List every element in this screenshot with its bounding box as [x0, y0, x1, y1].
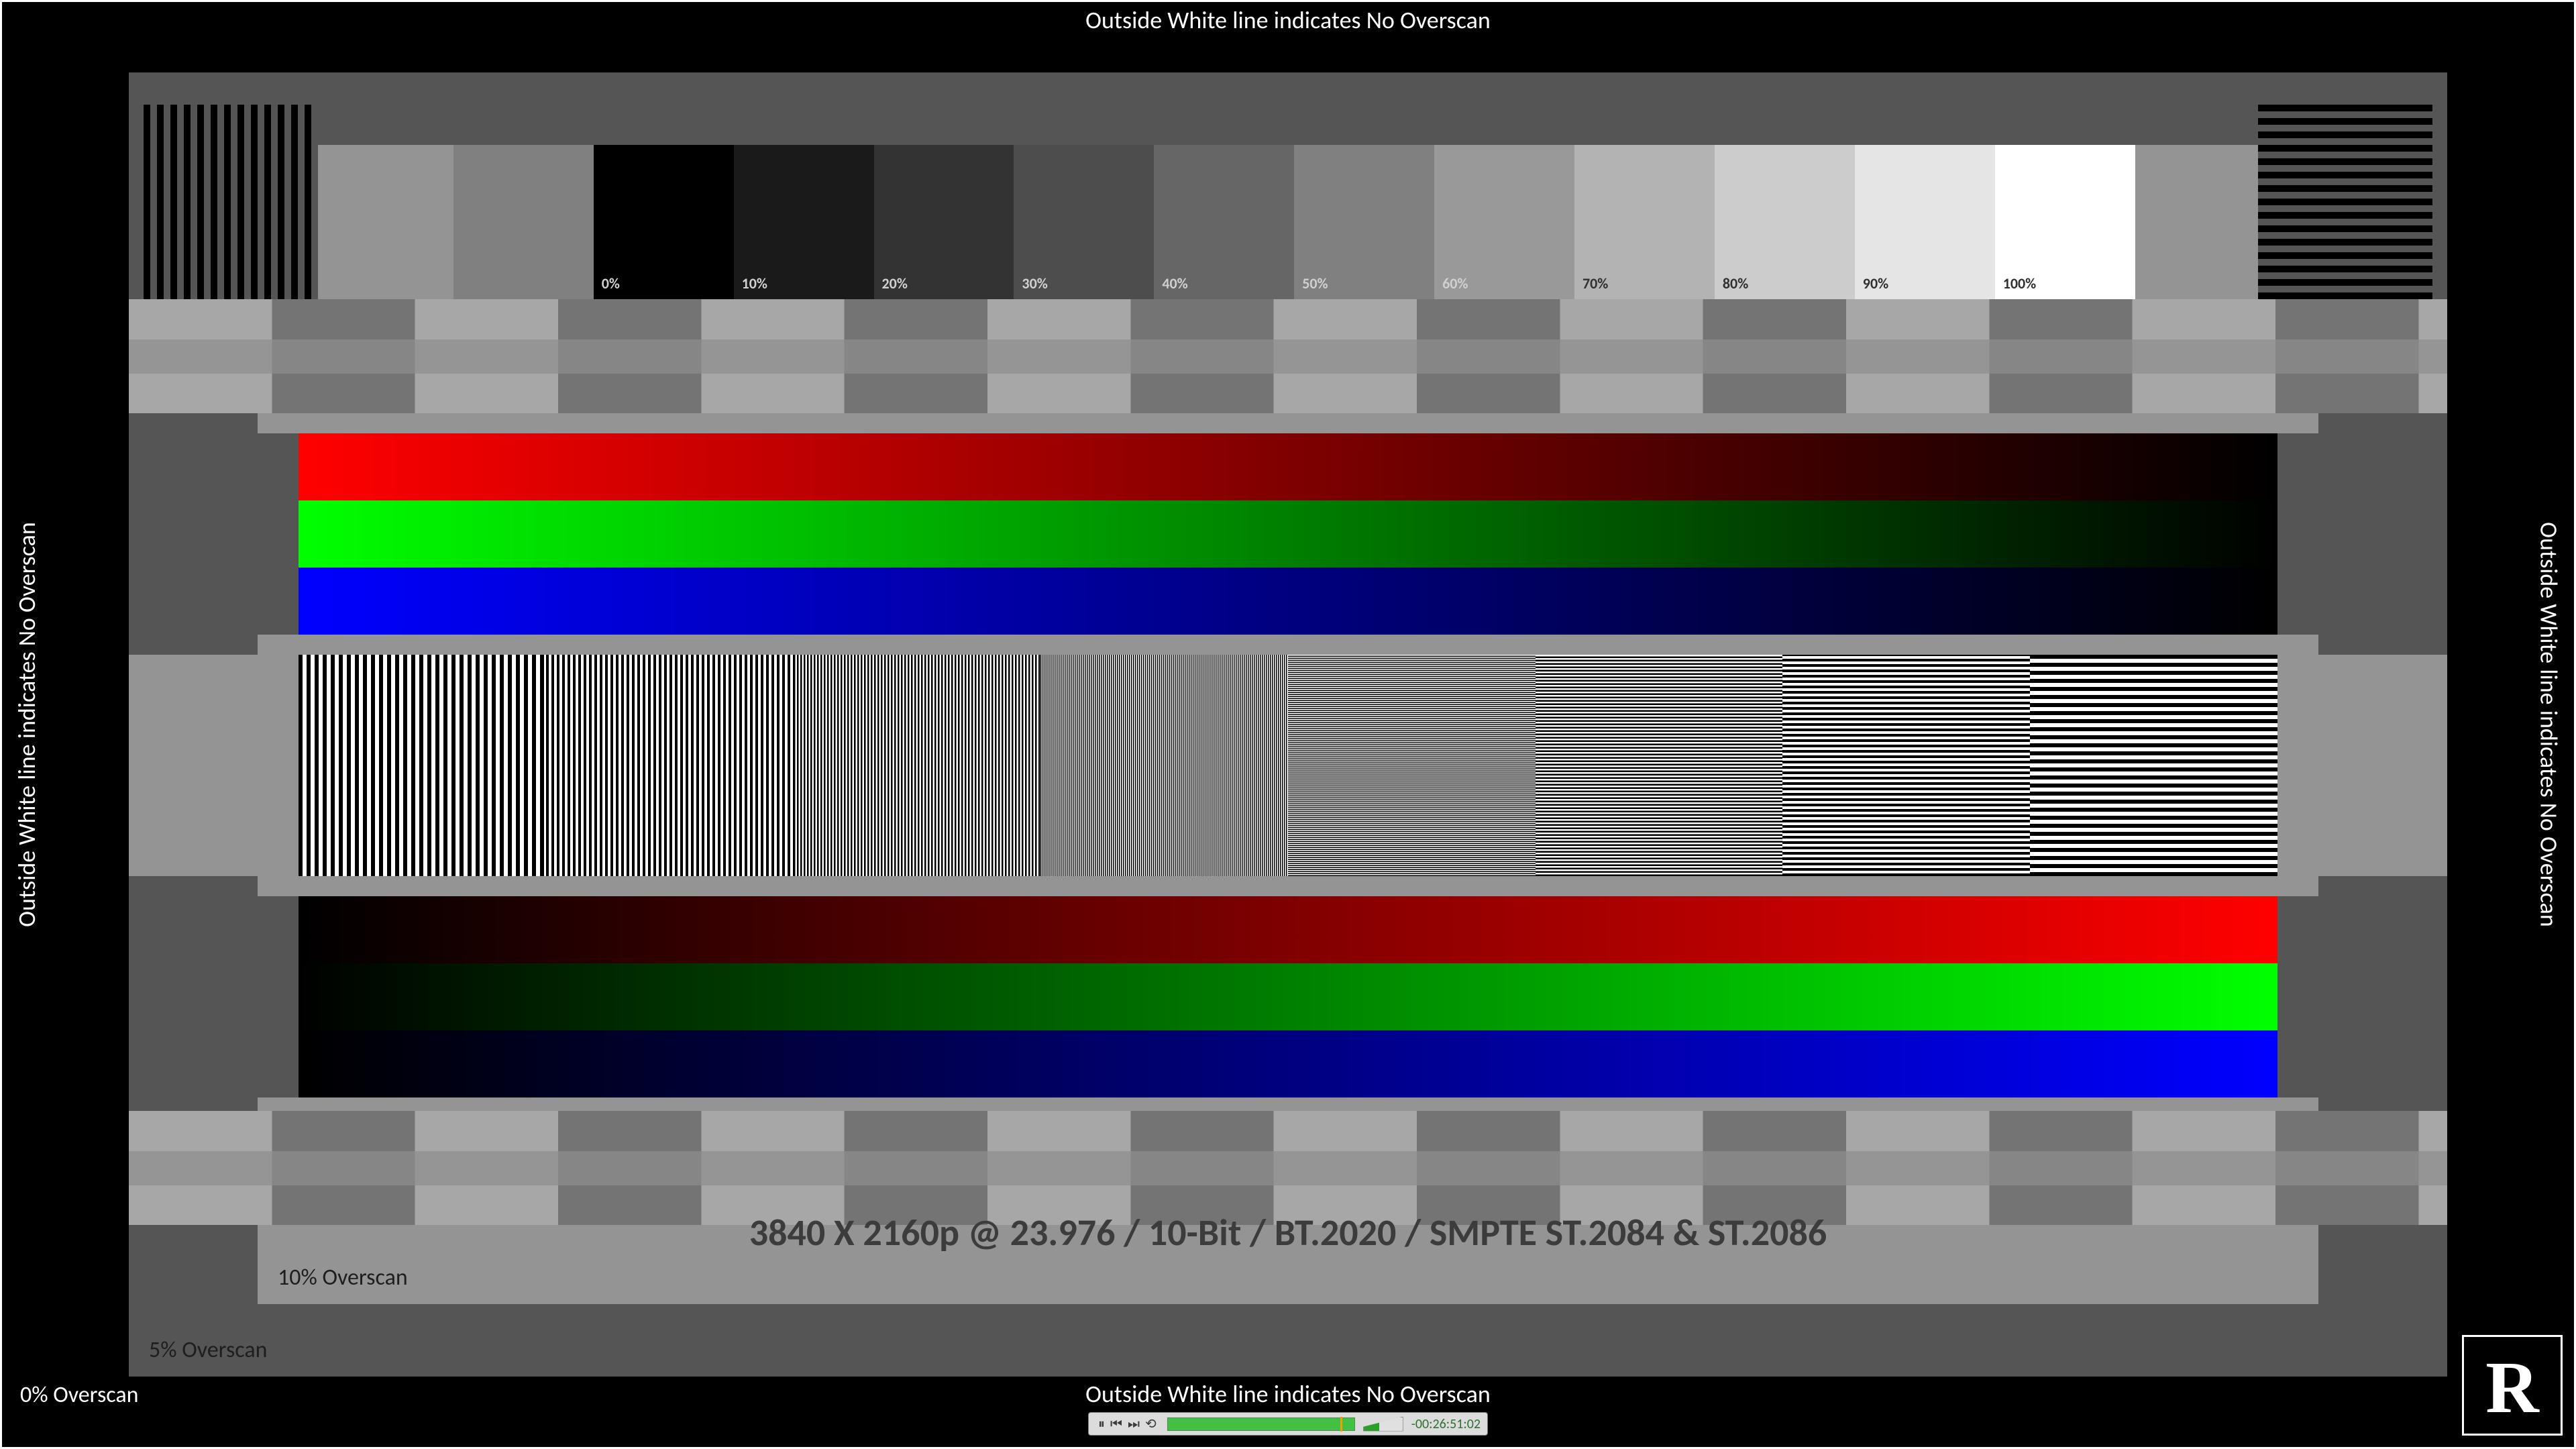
rgb-grad-top-0	[299, 433, 2277, 500]
grayscale-step-label: 80%	[1723, 274, 1748, 292]
res-panel-2	[794, 655, 1041, 876]
rgb-grad-bot-1	[299, 963, 2277, 1030]
brand-logo-r: R	[2462, 1335, 2563, 1436]
player-volume-icon[interactable]	[1363, 1417, 1403, 1432]
grayscale-step-label: 0%	[602, 274, 620, 292]
checker-row-top-mid	[129, 339, 2447, 374]
player-transport-buttons[interactable]: ⏸⏮⏭⟲	[1095, 1415, 1159, 1432]
outside-text-bottom: Outside White line indicates No Overscan	[1085, 1379, 1491, 1409]
rgb-grad-bot-2	[299, 1030, 2277, 1097]
rgb-grad-top-1	[299, 500, 2277, 568]
grayscale-step-6: 60%	[1434, 145, 1574, 299]
outside-text-right: Outside White line indicates No Overscan	[2534, 522, 2564, 927]
grayscale-step-label: 10%	[742, 274, 767, 292]
overscan-5-label: 5% Overscan	[149, 1336, 268, 1364]
grayscale-step-label: 90%	[1863, 274, 1888, 292]
player-progress-bar[interactable]	[1167, 1417, 1355, 1431]
grayscale-step-3: 30%	[1014, 145, 1154, 299]
rgb-grad-bot-0	[299, 896, 2277, 963]
grayscale-step-2: 20%	[874, 145, 1014, 299]
grayscale-step-label: 20%	[882, 274, 908, 292]
grayscale-step-label: 40%	[1162, 274, 1187, 292]
grayscale-step-label: 100%	[2003, 274, 2037, 292]
res-panel-0	[299, 655, 546, 876]
grayscale-step-7: 70%	[1574, 145, 1715, 299]
grayscale-step-label: 50%	[1302, 274, 1328, 292]
grayscale-step-label: 60%	[1442, 274, 1468, 292]
checker-row-bottom-mid	[129, 1151, 2447, 1185]
corner-grating-tl	[144, 105, 318, 299]
grayscale-step-label: 30%	[1022, 274, 1047, 292]
outside-text-left: Outside White line indicates No Overscan	[12, 522, 42, 927]
media-player-overlay[interactable]: ⏸⏮⏭⟲ -00:26:51:02	[1088, 1412, 1488, 1436]
res-panel-5	[1536, 655, 1783, 876]
grayscale-lead	[453, 145, 594, 299]
outside-text-top: Outside White line indicates No Overscan	[1085, 5, 1491, 35]
res-panel-6	[1782, 655, 2030, 876]
grayscale-step-5: 50%	[1294, 145, 1434, 299]
overscan-10-label: 10% Overscan	[278, 1264, 408, 1291]
rgb-grad-top-2	[299, 568, 2277, 635]
res-panel-7	[2030, 655, 2277, 876]
res-panel-3	[1040, 655, 1288, 876]
overscan-0-label: 0% Overscan	[20, 1381, 139, 1409]
grayscale-step-0: 0%	[594, 145, 734, 299]
grayscale-step-10: 100%	[1995, 145, 2135, 299]
res-panel-4	[1288, 655, 1536, 876]
grayscale-step-1: 10%	[734, 145, 874, 299]
player-timecode: -00:26:51:02	[1411, 1416, 1481, 1432]
grayscale-step-9: 90%	[1855, 145, 1995, 299]
grayscale-step-8: 80%	[1715, 145, 1855, 299]
res-panel-1	[546, 655, 794, 876]
grayscale-step-4: 40%	[1154, 145, 1294, 299]
spec-line: 3840 X 2160p @ 23.976 / 10-Bit / BT.2020…	[749, 1210, 1827, 1256]
grayscale-step-label: 70%	[1582, 274, 1608, 292]
corner-grating-tr	[2258, 105, 2432, 299]
